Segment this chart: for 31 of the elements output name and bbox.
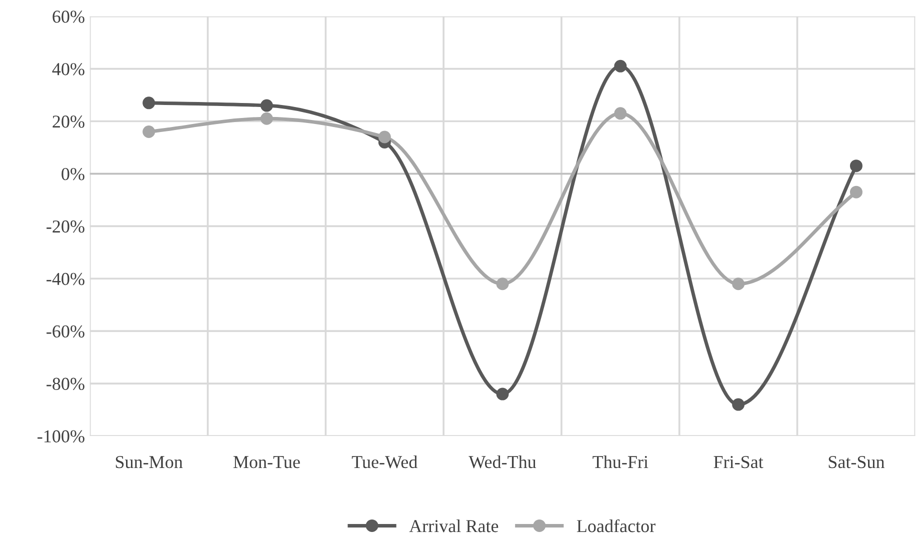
point bbox=[850, 160, 862, 172]
y-tick-label: 40% bbox=[52, 63, 84, 76]
x-tick-label: Mon-Tue bbox=[233, 456, 300, 468]
point bbox=[850, 186, 862, 198]
point bbox=[496, 388, 509, 400]
y-tick-label: 0% bbox=[62, 168, 84, 180]
y-tick-label: -100% bbox=[38, 430, 84, 442]
legend-label: Loadfactor bbox=[576, 519, 656, 532]
x-tick-label: Sun-Mon bbox=[116, 456, 183, 468]
x-tick-label: Wed-Thu bbox=[468, 455, 536, 468]
point bbox=[142, 96, 156, 110]
point bbox=[732, 278, 745, 290]
y-tick-label: 20% bbox=[52, 116, 84, 128]
y-tick-label: 60% bbox=[52, 10, 84, 23]
y-tick-label: -20% bbox=[46, 220, 84, 233]
legend-label: Arrival Rate bbox=[409, 520, 498, 532]
x-tick-label: Tue-Wed bbox=[352, 455, 418, 468]
x-tick-label: Thu-Fri bbox=[592, 455, 648, 468]
x-tick-label: Fri-Sat bbox=[714, 456, 764, 468]
x-tick-label: Sat-Sun bbox=[828, 456, 885, 468]
point bbox=[614, 60, 627, 72]
point bbox=[614, 107, 627, 120]
y-tick-label: -60% bbox=[46, 325, 84, 338]
point bbox=[496, 278, 509, 290]
point bbox=[260, 99, 273, 112]
point bbox=[142, 126, 156, 138]
point bbox=[732, 398, 745, 411]
point bbox=[260, 112, 273, 125]
point bbox=[378, 130, 391, 144]
y-tick-label: -40% bbox=[46, 272, 84, 286]
y-tick-label: -80% bbox=[46, 378, 84, 390]
